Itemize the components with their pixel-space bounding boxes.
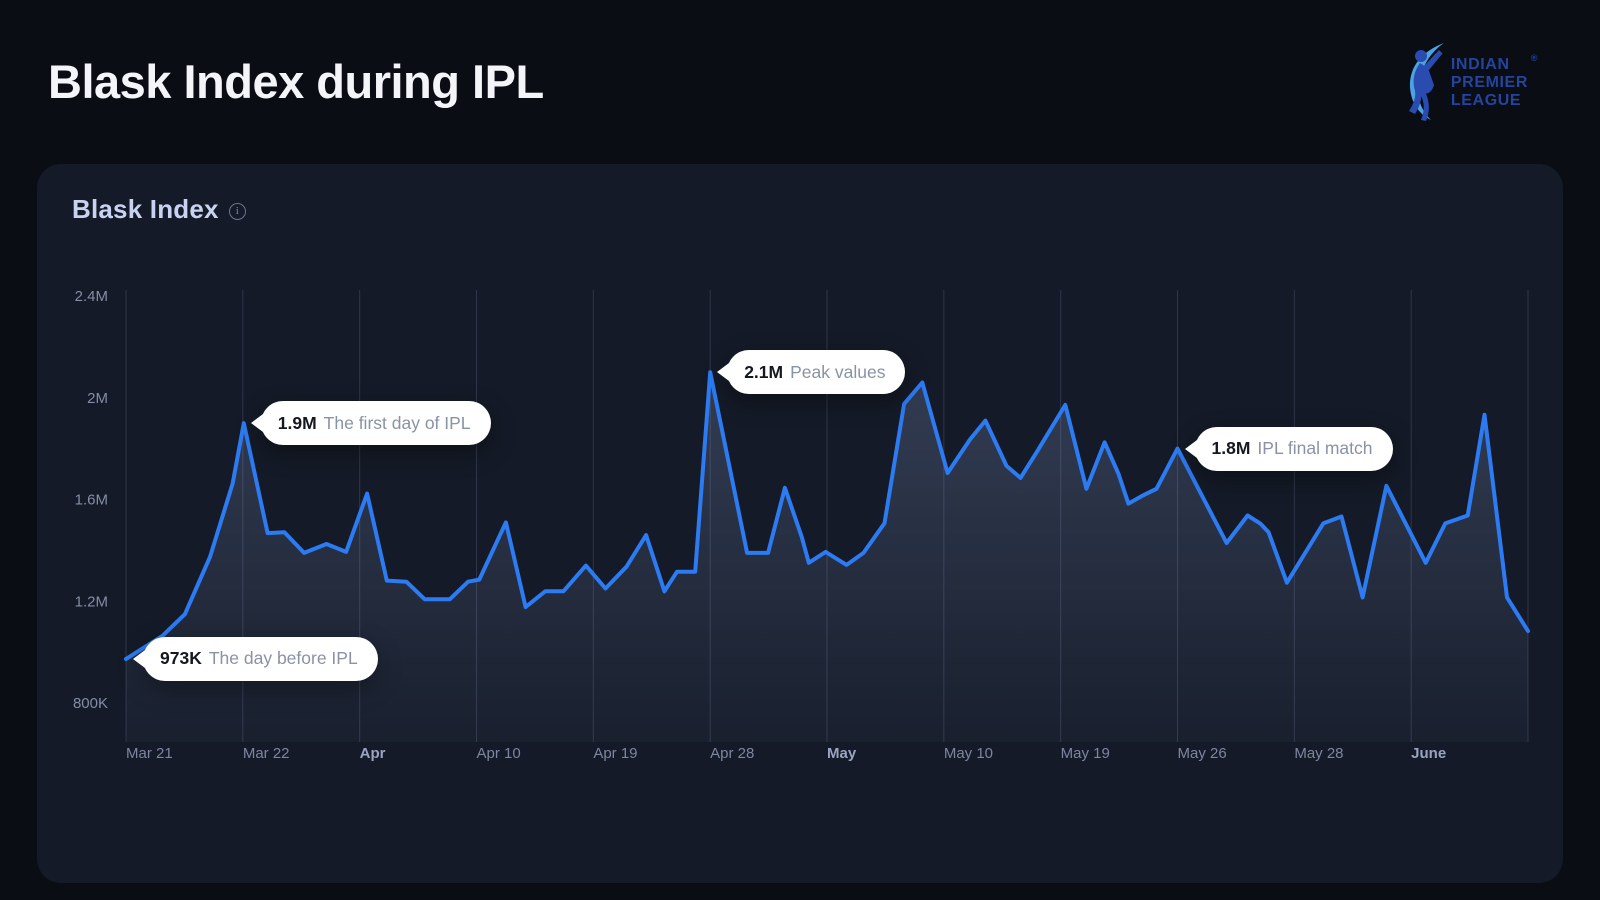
x-tick-label: May	[827, 745, 857, 762]
card-title: Blask Index	[72, 194, 219, 224]
x-tick-label: Apr 19	[593, 745, 637, 762]
annotation-tooltip: 1.8M IPL final match	[1194, 426, 1393, 471]
annotation-text: The first day of IPL	[323, 412, 471, 433]
ipl-batsman-icon	[1408, 43, 1444, 121]
ipl-logo-text: INDIAN PREMIER LEAGUE ®	[1450, 53, 1537, 110]
logo-line-1: INDIAN	[1450, 56, 1510, 73]
info-icon[interactable]: i	[228, 202, 246, 220]
x-tick-label: May 19	[1061, 745, 1110, 762]
annotation-value: 973K	[160, 648, 202, 669]
y-tick-label: 1.2M	[75, 593, 108, 610]
logo-line-3: LEAGUE	[1450, 92, 1522, 109]
x-tick-label: May 28	[1294, 745, 1343, 762]
card-header: Blask Index i	[72, 194, 246, 225]
chart-canvas[interactable]: 2.4M 2M 1.6M 1.2M 800K Mar 21 Mar 22 Apr Apr 10 A…	[50, 274, 1550, 794]
x-tick-label: Apr 10	[477, 745, 521, 762]
logo-line-2: PREMIER	[1450, 74, 1528, 91]
annotation-value: 1.9M	[277, 412, 317, 433]
blask-index-chart[interactable]: 2.4M 2M 1.6M 1.2M 800K Mar 21 Mar 22 Apr Apr 10 A…	[50, 274, 1550, 834]
x-tick-label: Apr	[360, 745, 386, 762]
y-tick-label: 1.6M	[75, 492, 108, 509]
page-title: Blask Index during IPL	[48, 55, 544, 108]
annotation-text: IPL final match	[1257, 438, 1373, 459]
annotation-value: 2.1M	[744, 361, 784, 382]
area-fill	[126, 372, 1528, 742]
annotation-text: Peak values	[790, 361, 886, 382]
x-tick-label: May 26	[1178, 745, 1227, 762]
annotation-tooltip: 973K The day before IPL	[143, 636, 378, 681]
x-tick-label: Mar 22	[243, 745, 290, 762]
y-tick-label: 2.4M	[75, 288, 108, 305]
blask-index-card: Blask Index i 2.4M 2M 1.6M 1.2M 800K Mar 21 Ma…	[37, 164, 1563, 883]
x-tick-label: June	[1411, 745, 1446, 762]
annotation-tooltip: 1.9M The first day of IPL	[260, 401, 491, 446]
y-tick-label: 800K	[73, 695, 108, 712]
x-tick-label: May 10	[944, 745, 993, 762]
x-tick-label: Apr 28	[710, 745, 754, 762]
y-tick-label: 2M	[87, 390, 108, 407]
annotation-text: The day before IPL	[208, 648, 358, 669]
annotation-tooltip: 2.1M Peak values	[727, 350, 906, 395]
x-tick-label: Mar 21	[126, 745, 173, 762]
registered-mark: ®	[1530, 53, 1538, 63]
ipl-logo: INDIAN PREMIER LEAGUE ®	[1391, 42, 1537, 128]
annotation-value: 1.8M	[1211, 438, 1251, 459]
index-line	[124, 370, 1530, 661]
